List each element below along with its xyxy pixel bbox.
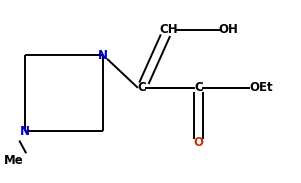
Text: OEt: OEt [250,81,273,94]
Text: N: N [98,49,107,62]
Text: O: O [194,136,203,149]
Text: CH: CH [159,23,178,36]
Text: C: C [194,81,203,94]
Text: N: N [20,125,30,138]
Text: Me: Me [4,154,24,167]
Text: C: C [137,81,146,94]
Text: OH: OH [219,23,238,36]
